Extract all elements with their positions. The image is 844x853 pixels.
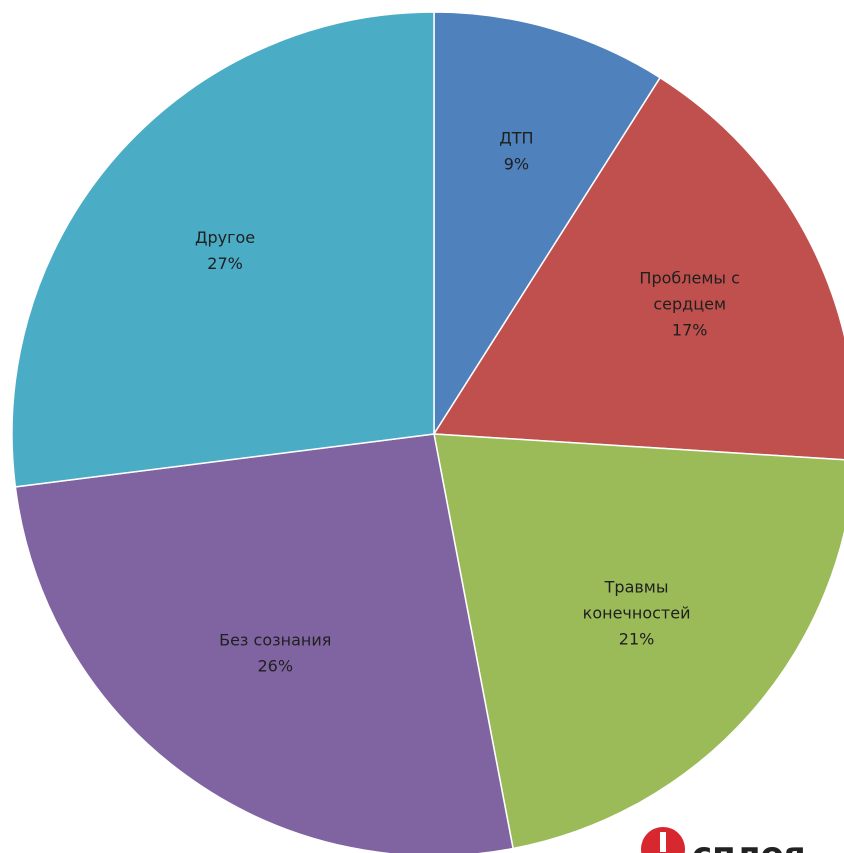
slice-label-line: 27% xyxy=(207,254,243,273)
watermark: сплоя xyxy=(641,827,806,853)
slice-label-line: 26% xyxy=(257,656,293,675)
pie-slice-1 xyxy=(432,76,844,461)
pie-slice-4 xyxy=(11,11,435,488)
slice-label-line: Травмы xyxy=(604,578,669,597)
slice-label-1: Проблемы с сердцем 17% xyxy=(639,269,740,340)
slice-labels: ДТП 9% Проблемы с сердцем 17% Травмы конечност… xyxy=(195,128,740,675)
slice-label-4: Другое 27% xyxy=(195,228,255,273)
pie-slices xyxy=(11,11,844,853)
slice-label-3: Без сознания 26% xyxy=(219,630,331,675)
pie-slice-0 xyxy=(433,11,662,437)
slice-label-line: 21% xyxy=(619,630,655,649)
slice-label-line: 9% xyxy=(504,154,529,173)
brand-logo-icon xyxy=(641,827,685,853)
watermark-text: сплоя xyxy=(692,835,806,853)
slice-label-line: 17% xyxy=(672,321,708,340)
slice-label-line: конечностей xyxy=(583,604,691,623)
pie-slice-2 xyxy=(433,433,844,850)
slice-label-line: Другое xyxy=(195,228,255,247)
pie-slice-3 xyxy=(14,433,514,853)
slice-label-line: Проблемы с xyxy=(639,269,740,288)
slice-label-line: Без сознания xyxy=(219,630,331,649)
slice-label-line: сердцем xyxy=(653,295,726,314)
slice-label-0: ДТП 9% xyxy=(499,128,533,173)
slice-label-line: ДТП xyxy=(499,128,533,147)
slice-label-2: Травмы конечностей 21% xyxy=(583,578,691,649)
